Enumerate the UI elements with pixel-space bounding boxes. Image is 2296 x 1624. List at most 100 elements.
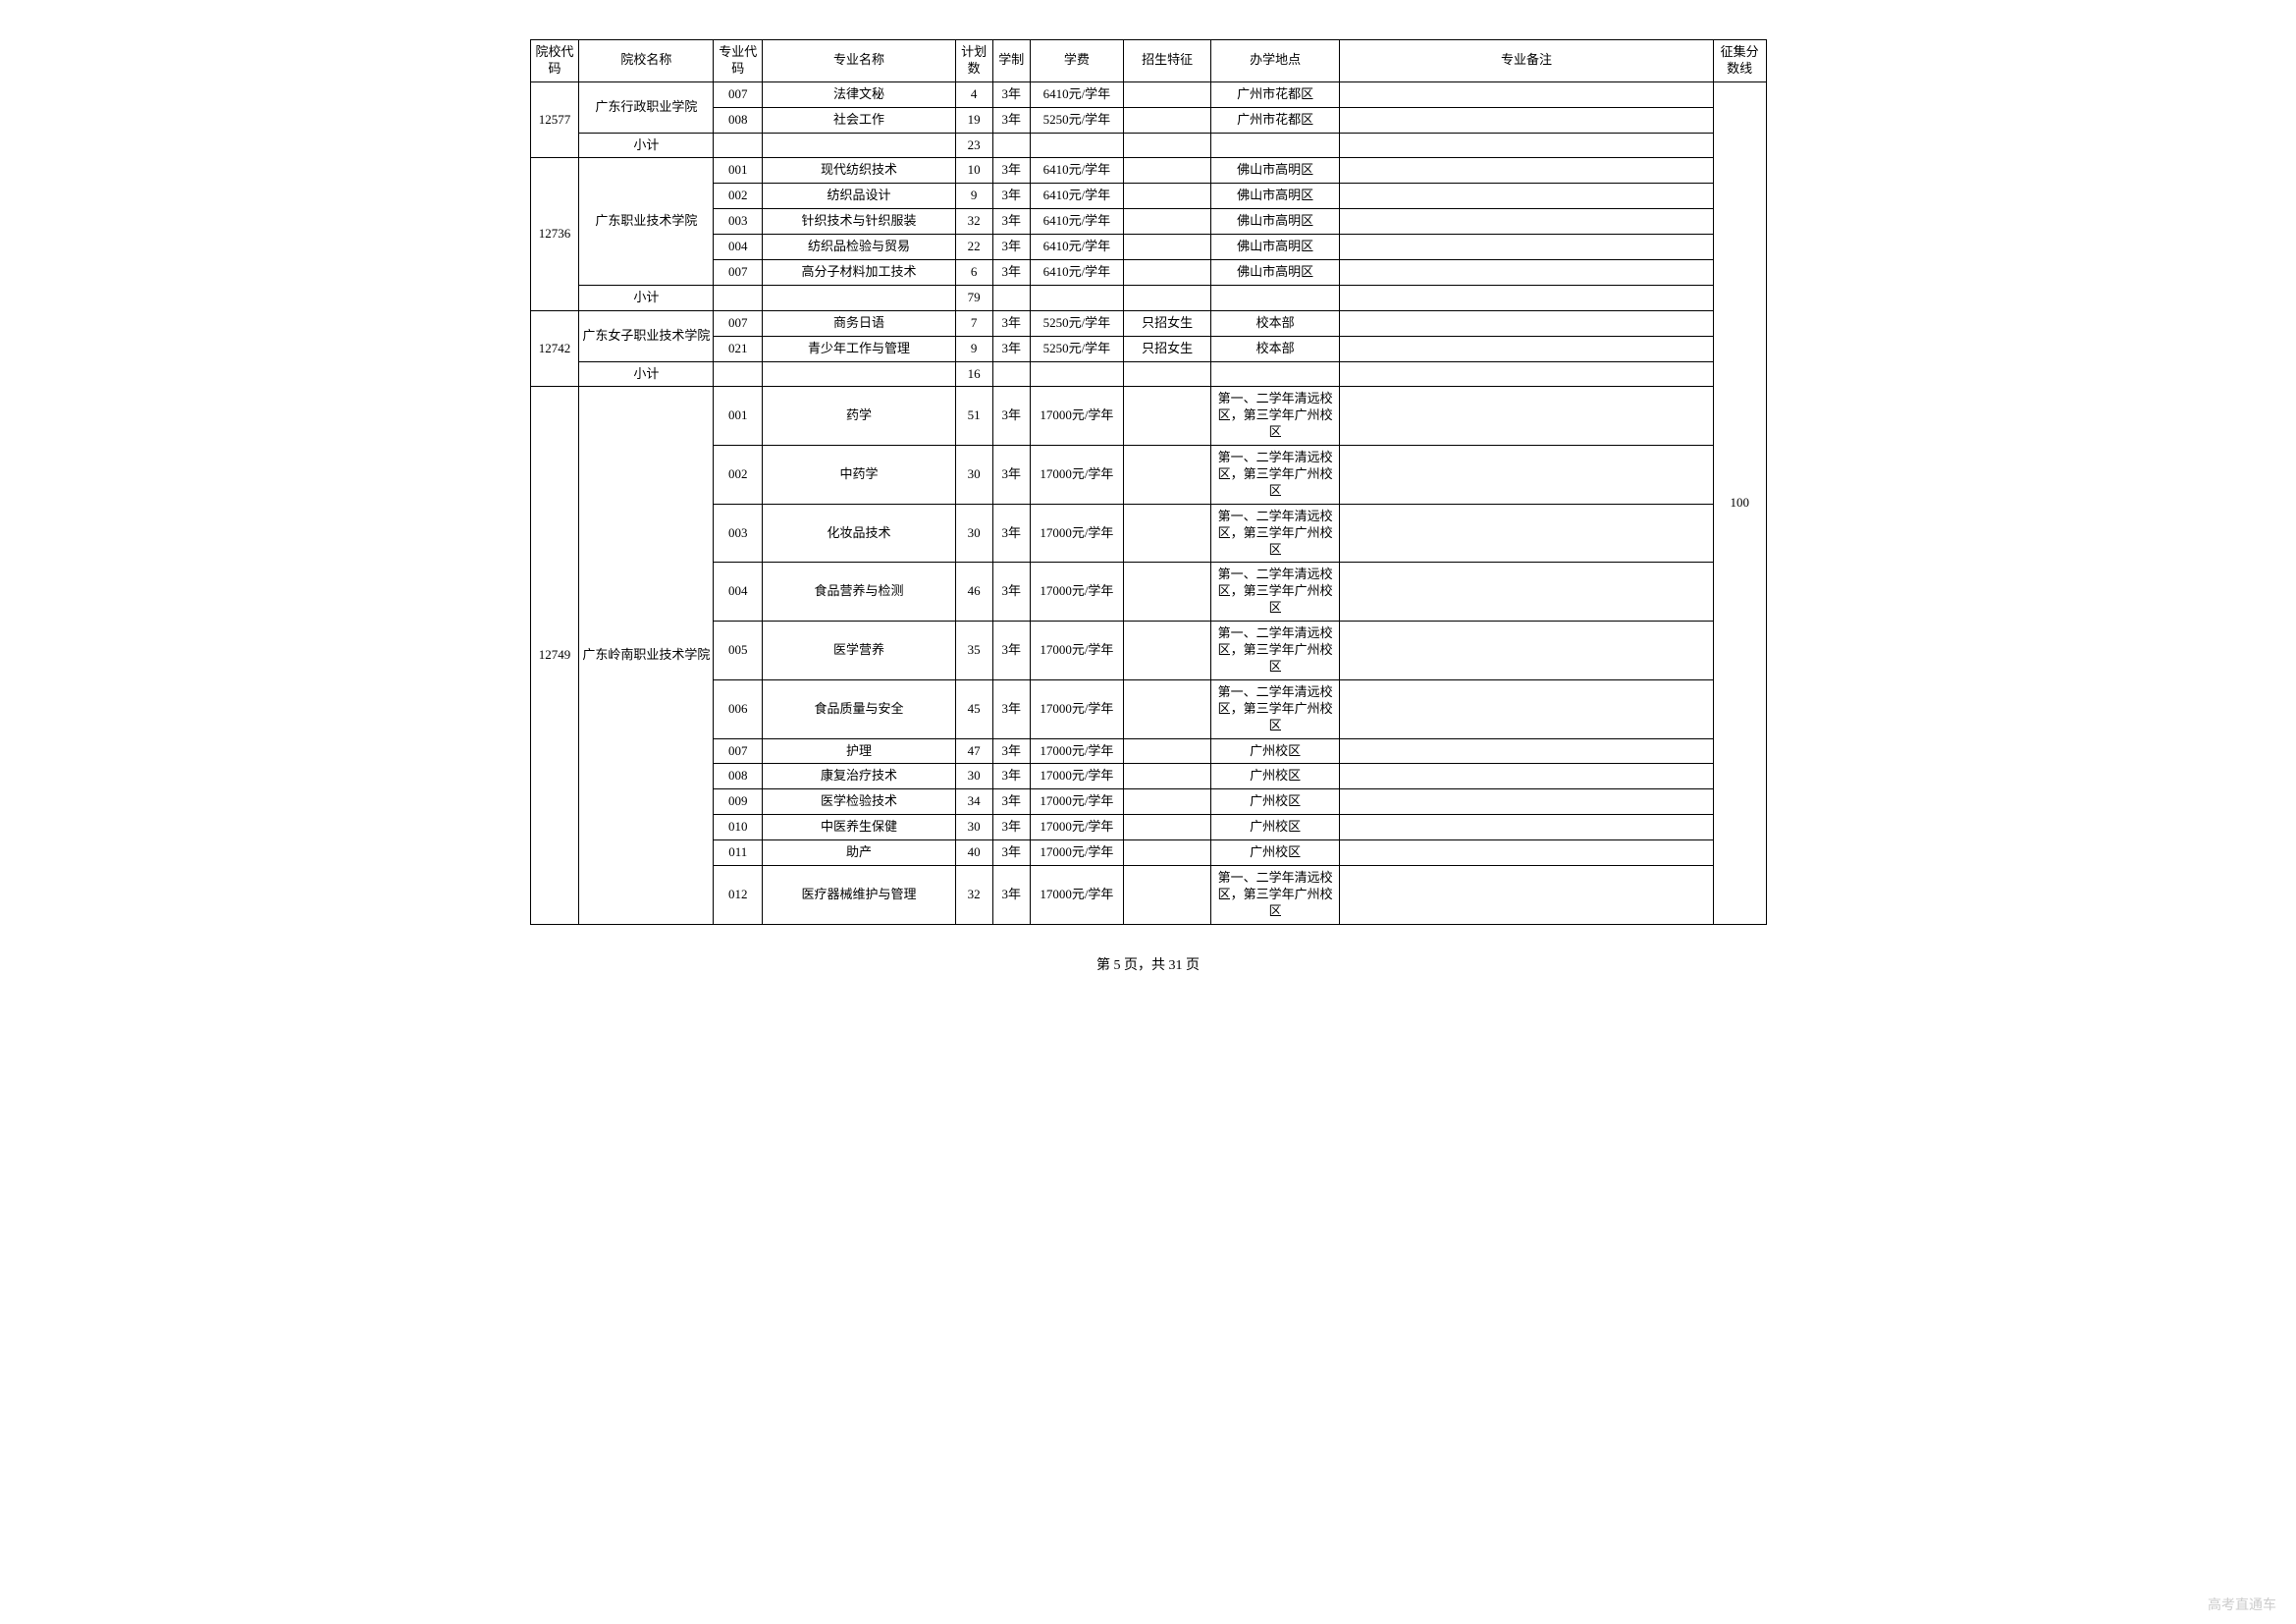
cell-years: 3年 — [992, 235, 1030, 260]
cell-feature — [1123, 789, 1210, 815]
cell-years: 3年 — [992, 184, 1030, 209]
table-row: 012医疗器械维护与管理323年17000元/学年第一、二学年清远校区，第三学年… — [530, 865, 1766, 924]
cell-major-name: 商务日语 — [763, 310, 955, 336]
cell-location: 佛山市高明区 — [1211, 184, 1340, 209]
cell-location: 广州校区 — [1211, 789, 1340, 815]
cell-major-name: 法律文秘 — [763, 81, 955, 107]
cell-years: 3年 — [992, 840, 1030, 866]
cell-location: 第一、二学年清远校区，第三学年广州校区 — [1211, 563, 1340, 622]
cell-major-code: 007 — [714, 81, 763, 107]
table-row: 007护理473年17000元/学年广州校区 — [530, 738, 1766, 764]
cell-location: 第一、二学年清远校区，第三学年广州校区 — [1211, 865, 1340, 924]
cell-plan: 30 — [955, 815, 992, 840]
cell-plan: 35 — [955, 622, 992, 680]
cell-location: 佛山市高明区 — [1211, 158, 1340, 184]
cell-empty — [1123, 133, 1210, 158]
cell-note — [1340, 446, 1714, 505]
cell-note — [1340, 184, 1714, 209]
cell-years: 3年 — [992, 789, 1030, 815]
cell-empty — [992, 133, 1030, 158]
cell-major-name: 社会工作 — [763, 107, 955, 133]
cell-note — [1340, 789, 1714, 815]
cell-tuition: 17000元/学年 — [1030, 840, 1123, 866]
cell-major-code: 008 — [714, 764, 763, 789]
cell-years: 3年 — [992, 387, 1030, 446]
cell-years: 3年 — [992, 622, 1030, 680]
subtotal-row: 小计79 — [530, 285, 1766, 310]
cell-location: 广州校区 — [1211, 738, 1340, 764]
cell-years: 3年 — [992, 81, 1030, 107]
cell-empty — [1030, 133, 1123, 158]
cell-years: 3年 — [992, 504, 1030, 563]
cell-empty — [714, 361, 763, 387]
table-row: 004食品营养与检测463年17000元/学年第一、二学年清远校区，第三学年广州… — [530, 563, 1766, 622]
cell-major-code: 002 — [714, 446, 763, 505]
th-feature: 招生特征 — [1123, 40, 1210, 82]
cell-location: 佛山市高明区 — [1211, 260, 1340, 286]
cell-empty — [1211, 361, 1340, 387]
cell-plan: 30 — [955, 446, 992, 505]
cell-tuition: 17000元/学年 — [1030, 865, 1123, 924]
table-row: 002纺织品设计93年6410元/学年佛山市高明区 — [530, 184, 1766, 209]
cell-major-code: 001 — [714, 158, 763, 184]
cell-major-name: 高分子材料加工技术 — [763, 260, 955, 286]
cell-note — [1340, 764, 1714, 789]
cell-plan: 4 — [955, 81, 992, 107]
table-body: 12577广东行政职业学院007法律文秘43年6410元/学年广州市花都区100… — [530, 81, 1766, 924]
cell-note — [1340, 209, 1714, 235]
cell-major-code: 007 — [714, 310, 763, 336]
cell-major-code: 012 — [714, 865, 763, 924]
cell-plan: 47 — [955, 738, 992, 764]
cell-empty — [1123, 285, 1210, 310]
cell-tuition: 6410元/学年 — [1030, 158, 1123, 184]
cell-note — [1340, 158, 1714, 184]
cell-major-name: 化妆品技术 — [763, 504, 955, 563]
cell-location: 广州校区 — [1211, 764, 1340, 789]
cell-tuition: 5250元/学年 — [1030, 310, 1123, 336]
cell-feature — [1123, 679, 1210, 738]
cell-school-name: 广东女子职业技术学院 — [579, 310, 714, 361]
cell-major-code: 005 — [714, 622, 763, 680]
cell-years: 3年 — [992, 310, 1030, 336]
th-major-name: 专业名称 — [763, 40, 955, 82]
cell-major-code: 002 — [714, 184, 763, 209]
cell-empty — [763, 361, 955, 387]
table-row: 004纺织品检验与贸易223年6410元/学年佛山市高明区 — [530, 235, 1766, 260]
cell-major-name: 医学检验技术 — [763, 789, 955, 815]
cell-school-code: 12577 — [530, 81, 579, 158]
cell-school-name: 广东行政职业学院 — [579, 81, 714, 133]
cell-major-name: 纺织品检验与贸易 — [763, 235, 955, 260]
th-major-code: 专业代码 — [714, 40, 763, 82]
cell-feature — [1123, 260, 1210, 286]
cell-feature: 只招女生 — [1123, 310, 1210, 336]
cell-tuition: 6410元/学年 — [1030, 184, 1123, 209]
cell-major-name: 食品营养与检测 — [763, 563, 955, 622]
cell-plan: 19 — [955, 107, 992, 133]
table-row: 003化妆品技术303年17000元/学年第一、二学年清远校区，第三学年广州校区 — [530, 504, 1766, 563]
cell-location: 广州市花都区 — [1211, 81, 1340, 107]
cell-school-name: 广东岭南职业技术学院 — [579, 387, 714, 924]
cell-years: 3年 — [992, 764, 1030, 789]
th-location: 办学地点 — [1211, 40, 1340, 82]
admissions-table: 院校代码 院校名称 专业代码 专业名称 计划数 学制 学费 招生特征 办学地点 … — [530, 39, 1767, 925]
cell-years: 3年 — [992, 107, 1030, 133]
table-row: 007高分子材料加工技术63年6410元/学年佛山市高明区 — [530, 260, 1766, 286]
cell-plan: 6 — [955, 260, 992, 286]
cell-feature — [1123, 209, 1210, 235]
cell-feature — [1123, 235, 1210, 260]
cell-major-name: 药学 — [763, 387, 955, 446]
cell-feature — [1123, 764, 1210, 789]
cell-tuition: 6410元/学年 — [1030, 209, 1123, 235]
cell-years: 3年 — [992, 865, 1030, 924]
cell-empty — [1340, 361, 1714, 387]
cell-empty — [1211, 285, 1340, 310]
cell-major-code: 006 — [714, 679, 763, 738]
table-row: 009医学检验技术343年17000元/学年广州校区 — [530, 789, 1766, 815]
cell-location: 第一、二学年清远校区，第三学年广州校区 — [1211, 504, 1340, 563]
cell-empty — [1030, 361, 1123, 387]
cell-empty — [714, 285, 763, 310]
cell-note — [1340, 336, 1714, 361]
cell-major-code: 009 — [714, 789, 763, 815]
cell-tuition: 5250元/学年 — [1030, 336, 1123, 361]
cell-major-name: 纺织品设计 — [763, 184, 955, 209]
